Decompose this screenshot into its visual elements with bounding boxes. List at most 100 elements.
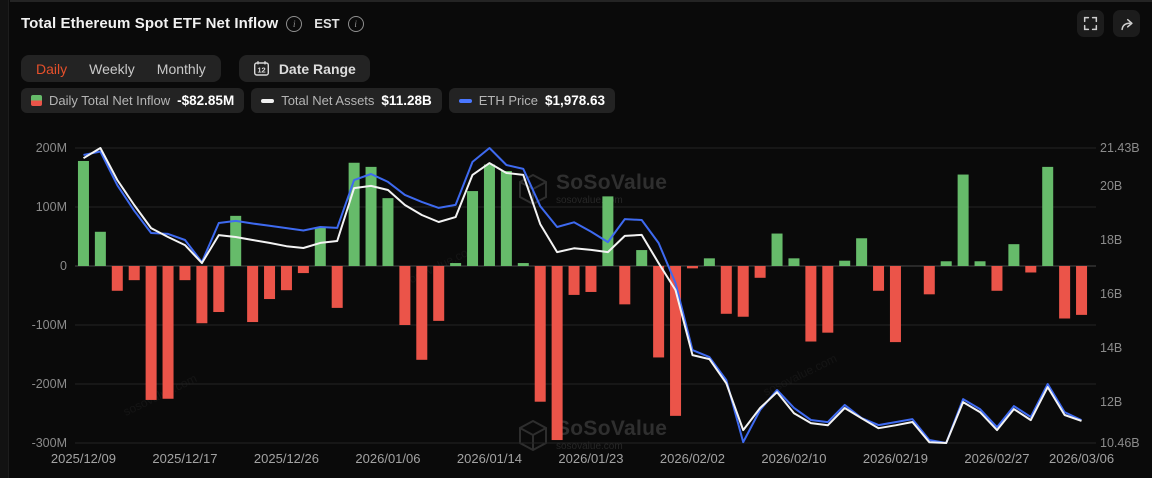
x-axis-label: 2026/03/06 [1048,451,1115,466]
net-inflow-bar[interactable] [720,266,732,314]
net-inflow-bar[interactable] [737,266,749,317]
y-axis-label-left: 100M [35,200,67,214]
net-inflow-bar[interactable] [247,266,259,323]
net-inflow-bar[interactable] [822,266,834,333]
net-inflow-bar[interactable] [280,266,292,291]
net-inflow-bar[interactable] [923,266,935,295]
net-inflow-bar[interactable] [788,258,800,266]
net-inflow-bar[interactable] [551,266,563,441]
net-inflow-bar[interactable] [686,266,698,269]
net-inflow-bar[interactable] [653,266,665,358]
info-icon[interactable]: i [286,15,303,32]
page-title: Total Ethereum Spot ETF Net Inflow [21,15,279,32]
legend-item-net-assets[interactable]: Total Net Assets $11.28B [251,88,442,113]
svg-text:12: 12 [257,66,265,75]
fullscreen-icon [1083,16,1098,31]
x-axis-label: 2025/12/26 [253,451,319,466]
net-inflow-bar[interactable] [94,231,106,266]
white-dash-swatch-icon [261,98,275,103]
net-inflow-bar[interactable] [128,266,140,281]
net-inflow-bar[interactable] [805,266,817,342]
header-actions [1077,10,1140,37]
share-button[interactable] [1113,10,1140,37]
net-inflow-bar[interactable] [416,266,428,360]
net-inflow-bar[interactable] [264,266,276,300]
net-inflow-bar[interactable] [670,266,682,416]
date-range-button[interactable]: 12 Date Range [238,55,370,82]
net-inflow-bar[interactable] [1076,266,1088,315]
interval-tabs: Daily Weekly Monthly [21,55,221,82]
net-inflow-bar[interactable] [314,227,326,266]
net-inflow-bar[interactable] [399,266,411,325]
toolbar: Daily Weekly Monthly 12 Date Range [21,55,370,82]
legend-value: $11.28B [381,93,432,108]
chart-plot[interactable] [75,147,1098,447]
net-inflow-bar[interactable] [230,215,242,266]
net-inflow-bar[interactable] [856,238,868,266]
net-inflow-bar[interactable] [111,266,123,291]
net-inflow-bar[interactable] [957,174,969,266]
net-inflow-bar[interactable] [162,266,174,399]
net-inflow-bar[interactable] [382,198,394,266]
net-inflow-bar[interactable] [754,266,766,278]
net-inflow-bar[interactable] [331,266,343,308]
tab-monthly[interactable]: Monthly [146,58,217,80]
y-axis-label-right: 12B [1100,394,1123,409]
net-inflow-bar[interactable] [483,164,495,266]
net-inflow-bar[interactable] [619,266,631,305]
net-inflow-bar[interactable] [500,171,512,266]
net-inflow-bar[interactable] [450,263,462,266]
y-axis-label-left: 200M [35,141,67,155]
net-inflow-bar[interactable] [568,266,580,295]
x-axis-label: 2025/12/09 [50,451,116,466]
net-inflow-bar[interactable] [974,261,986,266]
legend-item-net-inflow[interactable]: Daily Total Net Inflow -$82.85M [21,88,245,113]
net-inflow-bar[interactable] [179,266,191,281]
net-inflow-bar[interactable] [77,160,89,266]
net-inflow-bar[interactable] [585,266,597,292]
legend-label: Total Net Assets [281,93,375,108]
net-inflow-bar[interactable] [297,266,309,274]
legend-item-eth-price[interactable]: ETH Price $1,978.63 [448,88,616,113]
fullscreen-button[interactable] [1077,10,1104,37]
net-inflow-bar[interactable] [196,266,208,324]
net-inflow-bar[interactable] [534,266,546,402]
x-axis-label: 2026/02/02 [659,451,725,466]
net-inflow-bar[interactable] [873,266,885,291]
net-inflow-bar[interactable] [889,266,901,343]
tab-daily[interactable]: Daily [25,58,78,80]
net-inflow-bar[interactable] [1025,266,1037,273]
chart-area[interactable]: SoSoValue sosovalue.com SoSoValue sosova… [0,138,1152,478]
net-inflow-bar[interactable] [467,191,479,266]
net-inflow-bar[interactable] [1008,244,1020,266]
y-axis-label-right: 16B [1100,287,1123,302]
net-inflow-bar[interactable] [636,250,648,266]
net-inflow-bar[interactable] [991,266,1003,291]
panel-top-border [10,0,1152,2]
y-axis-label-right: 21.43B [1100,141,1140,155]
net-inflow-bar[interactable] [365,166,377,266]
net-inflow-bar[interactable] [771,233,783,266]
est-info-icon[interactable]: i [347,15,364,32]
net-inflow-bar[interactable] [1059,266,1071,319]
x-axis-label: 2026/02/19 [862,451,928,466]
net-inflow-bar[interactable] [213,266,225,313]
eth-price-line[interactable] [83,147,1082,444]
page-left-edge [0,0,8,478]
y-axis-label-left: -300M [31,436,67,450]
net-inflow-bar[interactable] [517,263,529,266]
tab-weekly[interactable]: Weekly [78,58,146,80]
net-inflow-bar[interactable] [348,162,360,266]
share-icon [1120,18,1133,30]
net-inflow-bar[interactable] [602,196,614,266]
net-inflow-bar[interactable] [145,266,157,400]
chart-legend: Daily Total Net Inflow -$82.85M Total Ne… [21,88,616,113]
net-inflow-bar[interactable] [433,266,445,321]
net-inflow-bar[interactable] [1042,166,1054,266]
net-inflow-bar[interactable] [940,261,952,266]
net-inflow-bar[interactable] [703,258,715,266]
blue-dash-swatch-icon [458,98,472,103]
net-inflow-bar[interactable] [839,260,851,266]
net-assets-line[interactable] [82,147,1082,444]
y-axis-label-right: 14B [1100,340,1123,355]
